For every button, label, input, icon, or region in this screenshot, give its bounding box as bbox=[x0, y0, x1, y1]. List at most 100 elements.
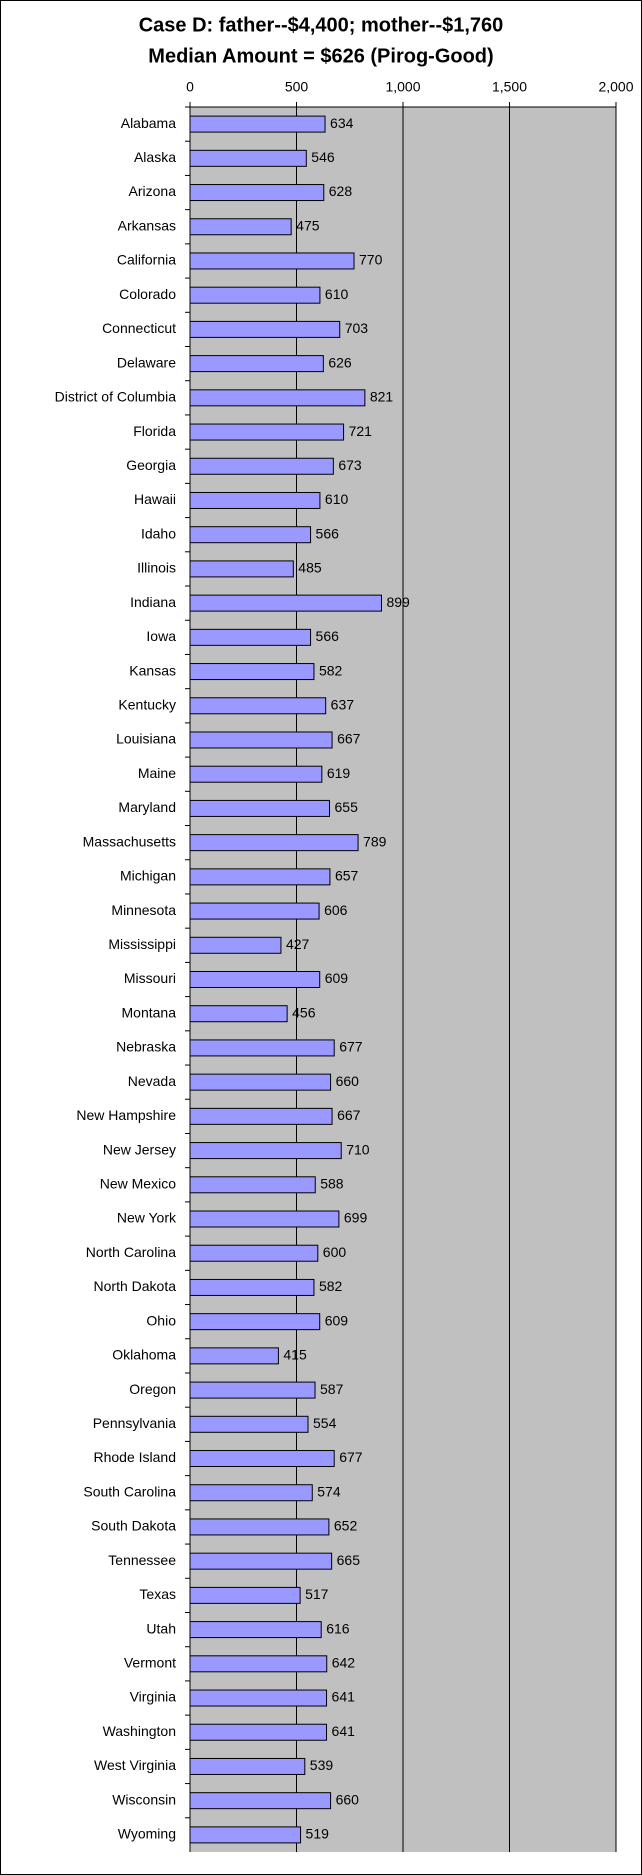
bar bbox=[189, 1142, 342, 1160]
bar bbox=[189, 1826, 302, 1844]
value-label: 673 bbox=[338, 457, 362, 473]
value-label: 652 bbox=[334, 1518, 358, 1534]
y-tick-label: Iowa bbox=[146, 628, 176, 644]
value-label: 667 bbox=[337, 1107, 361, 1123]
bar bbox=[189, 902, 320, 920]
value-label: 677 bbox=[339, 1039, 363, 1055]
bar bbox=[189, 526, 312, 544]
bar bbox=[189, 560, 294, 578]
value-label: 610 bbox=[325, 286, 349, 302]
y-tick-label: North Dakota bbox=[94, 1278, 177, 1294]
value-label: 616 bbox=[326, 1620, 350, 1636]
y-tick-label: Illinois bbox=[137, 560, 176, 576]
y-tick-label: California bbox=[117, 252, 176, 268]
value-label: 626 bbox=[328, 354, 352, 370]
value-label: 660 bbox=[336, 1073, 360, 1089]
bar bbox=[189, 628, 312, 646]
value-label: 710 bbox=[346, 1141, 370, 1157]
y-tick-label: Wyoming bbox=[118, 1826, 176, 1842]
y-tick-label: Florida bbox=[133, 423, 176, 439]
value-label: 628 bbox=[329, 183, 353, 199]
y-tick-label: Louisiana bbox=[116, 731, 176, 747]
bar bbox=[189, 1073, 332, 1091]
y-tick-label: Alabama bbox=[121, 115, 176, 131]
y-tick-label: Kentucky bbox=[118, 696, 176, 712]
bar bbox=[189, 765, 323, 783]
value-label: 485 bbox=[298, 560, 322, 576]
bar bbox=[189, 184, 325, 202]
value-label: 517 bbox=[305, 1586, 329, 1602]
y-tick-label: Maryland bbox=[118, 799, 176, 815]
bar bbox=[189, 149, 307, 167]
bar bbox=[189, 1381, 316, 1399]
y-tick-label: Hawaii bbox=[134, 491, 176, 507]
value-label: 609 bbox=[325, 1312, 349, 1328]
chart-title: Case D: father--$4,400; mother--$1,760 bbox=[139, 14, 504, 36]
bar bbox=[189, 1244, 319, 1262]
value-label: 821 bbox=[370, 389, 394, 405]
y-tick-label: Missouri bbox=[124, 970, 176, 986]
value-label: 619 bbox=[327, 765, 351, 781]
value-label: 587 bbox=[320, 1381, 344, 1397]
bar bbox=[189, 1484, 313, 1502]
bar bbox=[189, 1415, 309, 1433]
y-tick-label: Wisconsin bbox=[112, 1791, 176, 1807]
bar bbox=[189, 1552, 333, 1570]
value-label: 642 bbox=[332, 1655, 356, 1671]
y-tick-label: Pennsylvania bbox=[93, 1415, 176, 1431]
value-label: 665 bbox=[337, 1552, 361, 1568]
y-tick-label: New Hampshire bbox=[76, 1107, 176, 1123]
bar bbox=[189, 423, 345, 441]
bar bbox=[189, 1039, 335, 1057]
bar bbox=[189, 218, 292, 236]
bar bbox=[189, 355, 324, 373]
value-label: 600 bbox=[323, 1244, 347, 1260]
value-label: 641 bbox=[332, 1723, 356, 1739]
value-label: 546 bbox=[311, 149, 335, 165]
y-tick-label: Rhode Island bbox=[93, 1449, 176, 1465]
y-tick-label: New York bbox=[117, 1210, 177, 1226]
bar bbox=[189, 1621, 322, 1639]
bar bbox=[189, 1176, 316, 1194]
y-tick-label: Idaho bbox=[141, 525, 176, 541]
y-tick-label: Texas bbox=[139, 1586, 176, 1602]
chart-subtitle: Median Amount = $626 (Pirog-Good) bbox=[148, 45, 493, 67]
y-tick-label: Massachusetts bbox=[83, 833, 176, 849]
y-tick-label: Connecticut bbox=[102, 320, 176, 336]
x-tick-label: 500 bbox=[285, 79, 309, 95]
value-label: 770 bbox=[359, 252, 383, 268]
value-label: 588 bbox=[320, 1175, 344, 1191]
bar bbox=[189, 799, 331, 817]
y-tick-label: Michigan bbox=[120, 868, 176, 884]
value-label: 582 bbox=[319, 1278, 343, 1294]
bar bbox=[189, 286, 321, 304]
value-label: 554 bbox=[313, 1415, 337, 1431]
x-tick-label: 1,500 bbox=[492, 79, 527, 95]
y-tick-label: Washington bbox=[103, 1723, 176, 1739]
value-label: 677 bbox=[339, 1449, 363, 1465]
bar bbox=[189, 389, 366, 407]
value-label: 566 bbox=[316, 628, 340, 644]
value-label: 641 bbox=[332, 1689, 356, 1705]
y-tick-label: Virginia bbox=[130, 1689, 177, 1705]
bar bbox=[189, 834, 359, 852]
bar bbox=[189, 697, 327, 715]
y-tick-label: Delaware bbox=[117, 354, 176, 370]
y-tick-label: Oklahoma bbox=[112, 1347, 176, 1363]
y-tick-label: Nevada bbox=[128, 1073, 176, 1089]
y-tick-label: Minnesota bbox=[111, 902, 176, 918]
bar bbox=[189, 868, 331, 886]
value-label: 667 bbox=[337, 731, 361, 747]
value-label: 475 bbox=[296, 217, 320, 233]
value-label: 566 bbox=[316, 525, 340, 541]
y-tick-label: South Dakota bbox=[91, 1518, 176, 1534]
bar bbox=[189, 1586, 301, 1604]
value-label: 456 bbox=[292, 1004, 316, 1020]
bar bbox=[189, 1518, 330, 1536]
bar bbox=[189, 971, 321, 988]
y-tick-label: Alaska bbox=[134, 149, 176, 165]
y-tick-label: Arkansas bbox=[118, 217, 176, 233]
value-label: 539 bbox=[310, 1757, 334, 1773]
value-label: 655 bbox=[335, 799, 359, 815]
